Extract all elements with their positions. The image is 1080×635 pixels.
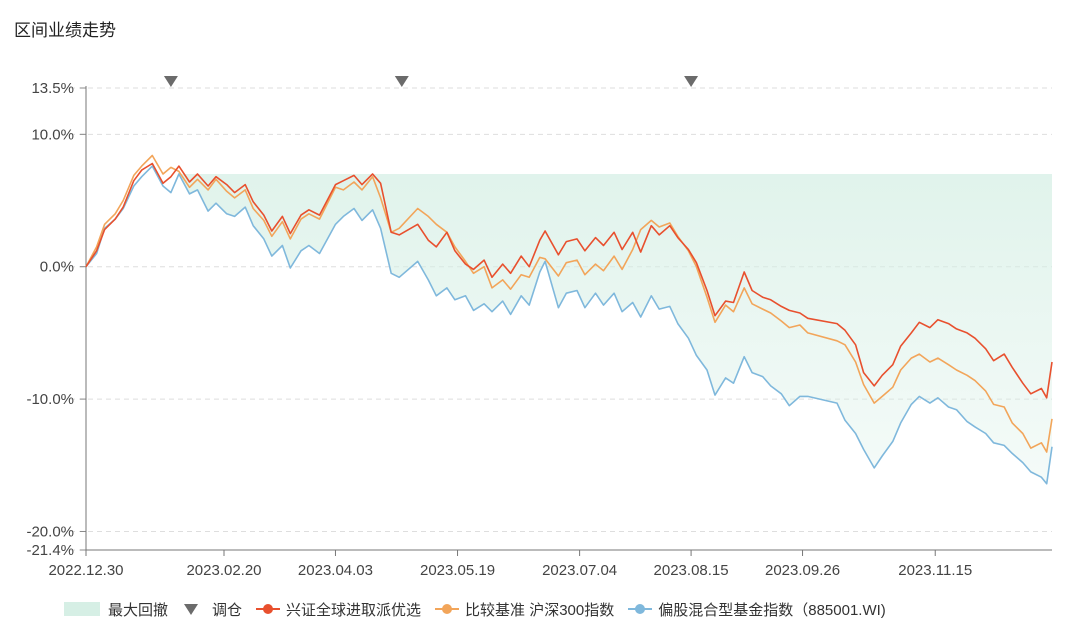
legend-item-rebalance[interactable]: 调仓 <box>182 599 242 620</box>
legend-item-index[interactable]: 偏股混合型基金指数（885001.WI) <box>628 599 886 620</box>
index-line-swatch <box>628 602 653 616</box>
legend-item-fund[interactable]: 兴证全球进取派优选 <box>256 599 421 620</box>
legend-label-rebalance: 调仓 <box>212 601 243 619</box>
max-drawdown-area <box>178 174 1052 484</box>
benchmark-line-swatch <box>435 602 460 616</box>
rebalance-marker <box>684 76 699 87</box>
y-tick-label: -21.4% <box>26 542 74 559</box>
x-tick-label: 2023.09.26 <box>765 562 840 579</box>
legend-label-drawdown: 最大回撤 <box>108 601 169 619</box>
rebalance-marker-icon <box>184 603 199 615</box>
chart-title: 区间业绩走势 <box>14 21 116 40</box>
series-line <box>85 154 1053 453</box>
legend-label-index: 偏股混合型基金指数（885001.WI) <box>658 601 886 619</box>
x-tick-label: 2023.08.15 <box>654 562 729 579</box>
y-tick-label: -20.0% <box>26 523 74 540</box>
legend-label-fund: 兴证全球进取派优选 <box>286 601 422 619</box>
performance-chart: 13.5% 10.0% 0.0% -10.0% -20.0% -21.4% 2022.12.… <box>26 76 1053 579</box>
x-tick-label: 2023.04.03 <box>298 562 373 579</box>
x-tick-label: 2023.05.19 <box>420 562 495 579</box>
legend-item-benchmark[interactable]: 比较基准 沪深300指数 <box>435 599 614 620</box>
y-tick-label: 0.0% <box>40 259 74 276</box>
chart-legend: 最大回撤 调仓 兴证全球进取派优选 比较基准 沪深300指数 偏股混合型基金指数… <box>64 597 900 621</box>
x-tick-label: 2023.02.20 <box>186 562 261 579</box>
fund-line-swatch <box>256 602 281 616</box>
x-tick-label: 2022.12.30 <box>48 562 123 579</box>
drawdown-swatch <box>64 602 100 616</box>
y-tick-label: 10.0% <box>31 126 74 143</box>
series-line <box>85 162 1053 399</box>
rebalance-marker <box>394 76 409 87</box>
y-tick-label: 13.5% <box>31 80 74 97</box>
x-tick-label: 2023.07.04 <box>542 562 617 579</box>
legend-item-drawdown[interactable]: 最大回撤 <box>64 599 168 620</box>
rebalance-marker <box>163 76 178 87</box>
legend-label-benchmark: 比较基准 沪深300指数 <box>465 601 615 619</box>
series-line <box>85 165 1053 485</box>
y-tick-label: -10.0% <box>26 391 74 408</box>
x-tick-label: 2023.11.15 <box>898 562 972 579</box>
